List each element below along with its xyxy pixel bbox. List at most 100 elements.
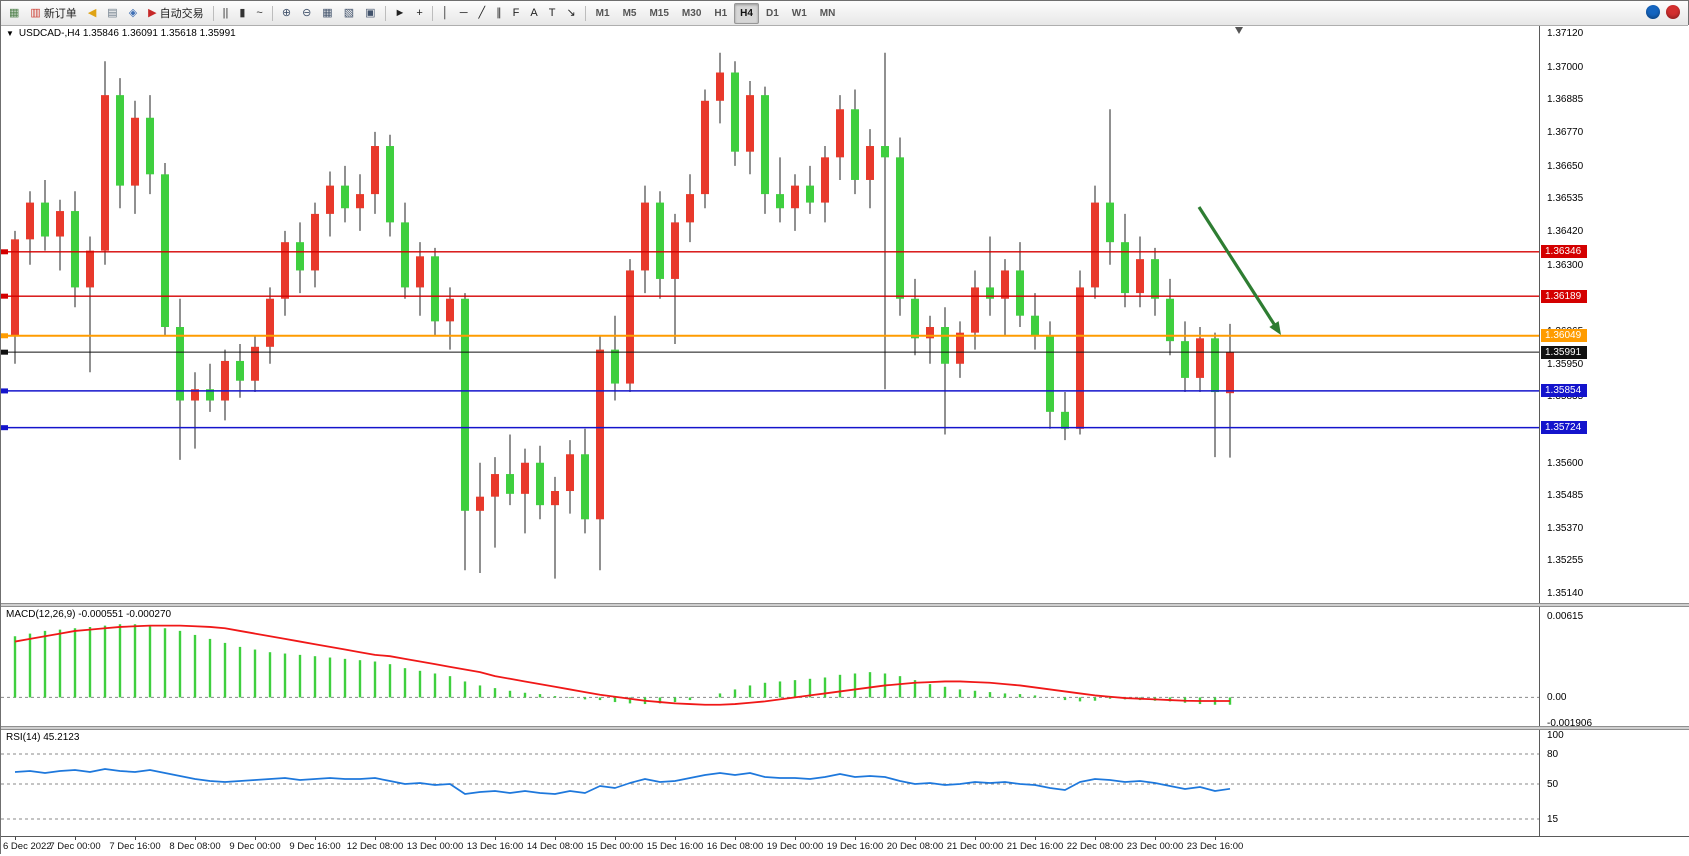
timeframe-h1-button[interactable]: H1 (708, 3, 733, 24)
bear-candle (581, 454, 589, 520)
candlestick-type-button[interactable]: ▮ (234, 3, 250, 24)
bear-candle (1121, 242, 1129, 294)
chart-profiles-button[interactable]: ▤ (102, 3, 122, 24)
auto-arrange-icon: ▣ (365, 6, 376, 19)
new-order-button-label: 新订单 (43, 8, 77, 20)
macd-label: MACD(12,26,9) -0.000551 -0.000270 (6, 609, 172, 620)
symbol-dropdown-icon[interactable]: ▼ (6, 29, 14, 38)
timeframe-m1-button[interactable]: M1 (590, 3, 616, 24)
time-tick (1095, 837, 1096, 840)
news-button[interactable] (1666, 5, 1680, 19)
vertical-line-button[interactable]: │ (437, 3, 454, 24)
fibonacci-button[interactable]: F (508, 3, 525, 24)
bear-candle (386, 146, 394, 223)
timeframe-m5-button-label: M5 (622, 7, 637, 19)
bull-candle (866, 146, 874, 180)
time-label: 16 Dec 08:00 (706, 841, 764, 852)
price-axis[interactable]: 1.37120 1.37000 1.36885 1.36770 1.36650 1.365… (1539, 25, 1689, 603)
timeframe-d1-button-label: D1 (765, 7, 779, 19)
bull-candle (446, 298, 454, 322)
tile-windows-button[interactable]: ▦ (317, 3, 337, 24)
time-label: 13 Dec 00:00 (406, 841, 464, 852)
chart-profiles-icon: ▤ (107, 6, 118, 19)
macd-chart[interactable] (1, 607, 1539, 726)
new-order-button[interactable]: ▥ 新订单 (25, 3, 81, 24)
trend-arrow-annotation[interactable] (1197, 206, 1279, 330)
timeframe-m5-button[interactable]: M5 (617, 3, 643, 24)
bull-candle (476, 496, 484, 511)
macd-axis[interactable]: 0.00615 0.00 -0.001906 (1539, 607, 1689, 726)
indicators-button[interactable]: ◈ (124, 3, 142, 24)
time-axis[interactable]: 6 Dec 2022 7 Dec 00:00 7 Dec 16:00 8 Dec 08… (1, 836, 1689, 856)
indicators-icon: ◈ (128, 6, 138, 19)
timeframe-m30-button[interactable]: M30 (676, 3, 707, 24)
time-label: 14 Dec 08:00 (526, 841, 584, 852)
text-button[interactable]: A (525, 3, 542, 24)
zoom-out-button[interactable]: ⊖ (297, 3, 316, 24)
bull-candle (821, 157, 829, 203)
bull-candle (716, 72, 724, 101)
arrows-dropdown-button[interactable]: ↘ (561, 3, 580, 24)
new-chart-icon: ▦ (9, 6, 20, 19)
timeframe-h4-button[interactable]: H4 (734, 2, 759, 24)
timeframe-m15-button-label: M15 (649, 7, 669, 19)
price-chart[interactable] (1, 25, 1539, 603)
timeframe-w1-button[interactable]: W1 (786, 3, 813, 24)
cursor-button[interactable]: ► (390, 3, 411, 24)
bear-candle (806, 185, 814, 203)
cascade-windows-button[interactable]: ▧ (339, 3, 359, 24)
bull-candle (746, 95, 754, 152)
crosshair-button[interactable]: + (411, 3, 427, 24)
bull-candle (971, 287, 979, 333)
bear-candle (731, 72, 739, 152)
time-label: 22 Dec 08:00 (1066, 841, 1124, 852)
trendline-button[interactable]: ╱ (474, 3, 491, 24)
line-chart-type-button[interactable]: ~ (251, 3, 267, 24)
vertical-line-icon: │ (441, 6, 449, 19)
time-tick (1035, 837, 1036, 840)
autotrading-button-label: 自动交易 (159, 8, 204, 20)
trend-arrow-head (1269, 321, 1281, 335)
bar-chart-type-button[interactable]: || (218, 3, 234, 24)
auto-arrange-button[interactable]: ▣ (360, 3, 380, 24)
zoom-in-button[interactable]: ⊕ (277, 3, 296, 24)
bear-candle (941, 327, 949, 364)
rsi-axis[interactable]: 100 80 50 15 (1539, 730, 1689, 836)
bear-candle (1166, 298, 1174, 342)
time-tick (255, 837, 256, 840)
macd-axis-label: -0.001906 (1547, 717, 1593, 726)
bear-candle (431, 256, 439, 322)
bear-candle (146, 117, 154, 175)
community-button[interactable] (1646, 5, 1660, 19)
horizontal-line-button[interactable]: ─ (455, 3, 473, 24)
bull-candle (596, 349, 604, 520)
new-chart-button[interactable]: ▦ (4, 3, 24, 24)
bear-candle (1031, 315, 1039, 336)
autotrading-button[interactable]: ▶ 自动交易 (143, 3, 208, 24)
bear-candle (341, 185, 349, 209)
panel-splitter[interactable] (1, 603, 1689, 607)
text-label-button[interactable]: T (544, 3, 561, 24)
timeframe-m1-button-label: M1 (595, 7, 610, 19)
rsi-chart[interactable] (1, 730, 1539, 836)
panel-splitter[interactable] (1, 726, 1689, 730)
bull-candle (791, 185, 799, 209)
bull-candle (56, 211, 64, 237)
tile-windows-icon: ▦ (322, 6, 333, 19)
timeframe-d1-button[interactable]: D1 (760, 3, 785, 24)
zoom-in-icon: ⊕ (281, 6, 292, 19)
sound-button[interactable]: ◀ (83, 3, 101, 24)
bear-candle (236, 360, 244, 381)
timeframe-mn-button[interactable]: MN (814, 3, 842, 24)
rsi-label: RSI(14) 45.2123 (6, 732, 80, 743)
timeframe-m15-button[interactable]: M15 (643, 3, 674, 24)
hline-edge-marker (1, 349, 8, 355)
bull-candle (671, 222, 679, 279)
bear-candle (1181, 341, 1189, 378)
chart-shift-marker[interactable] (1235, 27, 1243, 34)
equidistant-channel-button[interactable]: ∥ (491, 3, 507, 24)
time-label: 8 Dec 08:00 (169, 841, 221, 852)
toolbar-separator (384, 5, 386, 21)
price-axis-label: 1.36300 (1547, 259, 1584, 271)
